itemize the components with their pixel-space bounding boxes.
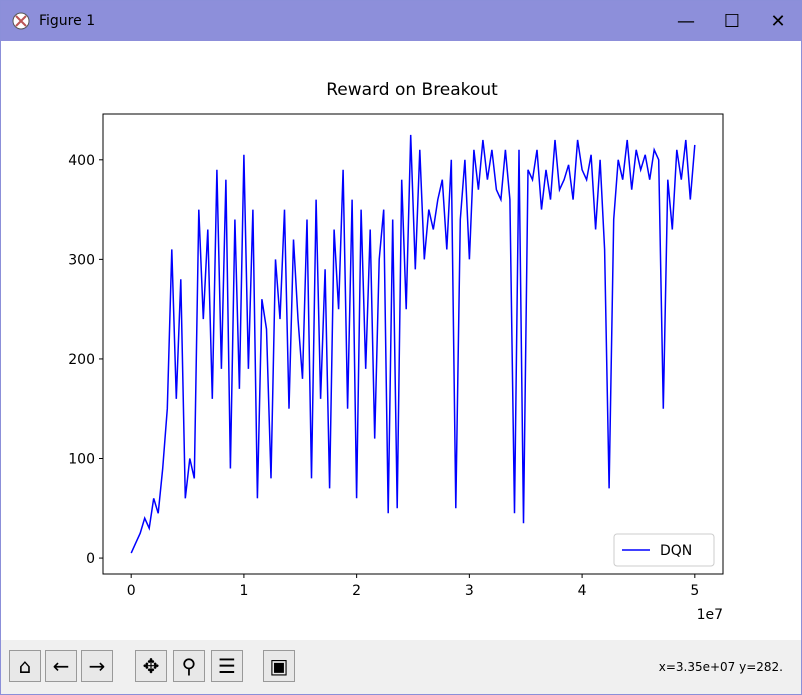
back-button[interactable]: ← [45, 650, 77, 682]
y-tick-label: 0 [86, 551, 95, 567]
toolbar: ⌂ ← → ✥ ⚲ ☰ ▣ x=3.35e+07 y=282. [1, 640, 801, 694]
maximize-button[interactable]: ☐ [723, 10, 741, 32]
save-button[interactable]: ▣ [263, 650, 295, 682]
x-tick-label: 2 [352, 583, 361, 599]
x-tick-label: 1 [239, 583, 248, 599]
minimize-button[interactable]: — [677, 10, 695, 32]
x-tick-label: 0 [127, 583, 136, 599]
legend-box [613, 533, 715, 567]
x-tick-label: 5 [690, 583, 699, 599]
close-button[interactable]: ✕ [770, 10, 786, 32]
forward-button[interactable]: → [81, 650, 113, 682]
x-offset-label: 1e7 [697, 607, 723, 623]
y-tick-label: 300 [68, 252, 95, 268]
status-text: x=3.35e+07 y=282. [658, 660, 783, 674]
chart-title: Reward on Breakout [326, 80, 498, 100]
window-title: Figure 1 [39, 13, 96, 29]
y-tick-label: 200 [68, 352, 95, 368]
y-tick-label: 400 [68, 153, 95, 169]
legend-label: DQN [660, 543, 692, 559]
figure: Reward on Breakout 0 100 200 300 400 0 1 2 3 4 5 1e… [68, 80, 724, 623]
app-icon [12, 12, 30, 30]
axes-frame [102, 113, 724, 575]
title-bar: Figure 1 — ☐ ✕ [1, 1, 801, 41]
home-button[interactable]: ⌂ [9, 650, 41, 682]
pan-button[interactable]: ✥ [135, 650, 167, 682]
y-tick-label: 100 [68, 452, 95, 468]
x-tick-label: 3 [465, 583, 474, 599]
x-tick-label: 4 [578, 583, 587, 599]
zoom-button[interactable]: ⚲ [173, 650, 205, 682]
configure-button[interactable]: ☰ [211, 650, 243, 682]
line [130, 134, 696, 554]
